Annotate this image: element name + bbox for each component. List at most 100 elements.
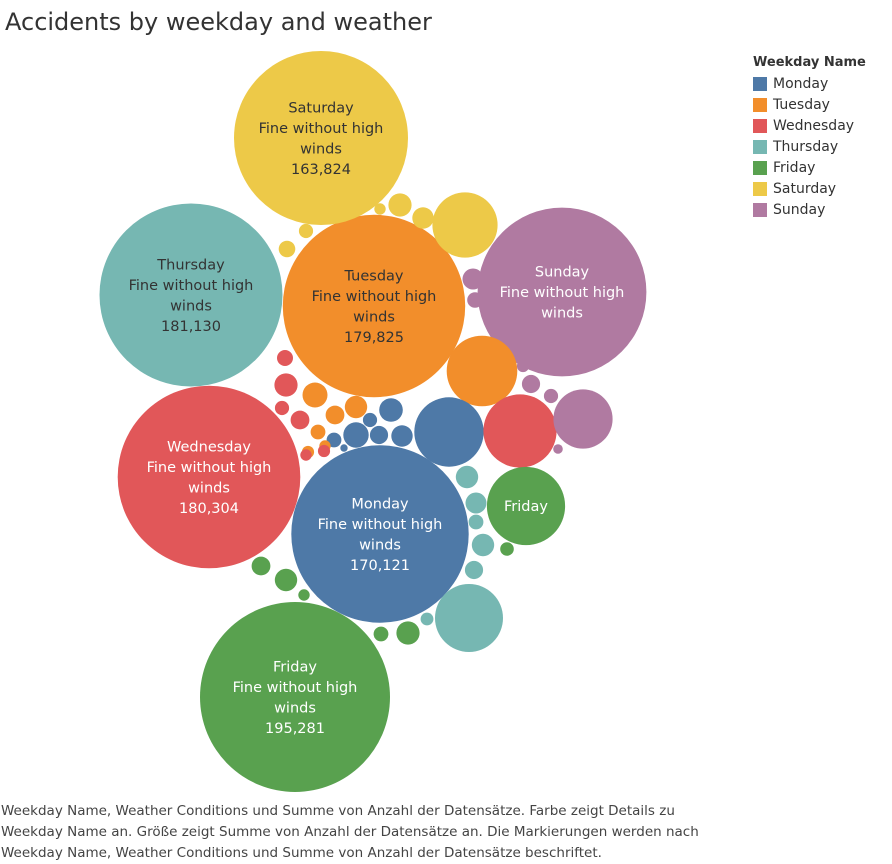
bubble-thursday[interactable] (464, 560, 484, 580)
bubble-tuesday[interactable] (282, 214, 466, 398)
bubble-chart: Friday Fine without high winds 195,281 Thurs… (99, 51, 647, 792)
bubble-friday[interactable] (396, 621, 420, 645)
legend: Weekday Name Monday Tuesday Wednesday Thurs… (753, 55, 866, 220)
bubble-label: 179,825 (344, 330, 404, 346)
bubble-label: winds (274, 700, 316, 716)
legend-items: Monday Tuesday Wednesday Thursday Friday Satu… (753, 73, 866, 220)
legend-swatch (753, 139, 767, 154)
bubble-monday[interactable] (291, 445, 469, 623)
legend-item-sunday[interactable]: Sunday (753, 199, 866, 220)
bubble-wednesday[interactable] (300, 449, 312, 461)
bubble-label: Tuesday (344, 268, 404, 284)
bubble-tuesday[interactable] (302, 382, 328, 408)
legend-item-monday[interactable]: Monday (753, 73, 866, 94)
legend-item-friday[interactable]: Friday (753, 157, 866, 178)
caption-line: Weekday Name an. Größe zeigt Summe von A… (1, 824, 699, 840)
bubble-wednesday[interactable] (274, 373, 298, 397)
bubble-label: Fine without high (318, 517, 443, 533)
caption-line: Weekday Name, Weather Conditions und Sum… (1, 845, 602, 861)
legend-item-tuesday[interactable]: Tuesday (753, 94, 866, 115)
bubble-thursday[interactable] (465, 492, 487, 514)
bubble-wednesday[interactable] (117, 385, 301, 569)
bubble-label: Fine without high (259, 121, 384, 137)
bubble-wednesday[interactable] (483, 394, 557, 468)
bubble-label: Fine without high (312, 289, 437, 305)
bubble-label: Wednesday (167, 439, 251, 455)
legend-label: Wednesday (773, 117, 855, 134)
bubble-wednesday[interactable] (274, 400, 290, 416)
bubble-tuesday[interactable] (310, 424, 326, 440)
bubble-thursday[interactable] (435, 584, 503, 652)
bubble-friday[interactable] (200, 602, 390, 792)
bubble-sunday[interactable] (553, 389, 613, 449)
bubble-label: Fine without high (147, 460, 272, 476)
bubble-label: winds (353, 309, 395, 325)
bubble-thursday[interactable] (99, 203, 283, 387)
chart-title: Accidents by weekday and weather (5, 8, 432, 36)
bubble-friday[interactable] (373, 626, 389, 642)
bubble-monday[interactable] (340, 444, 348, 452)
legend-item-saturday[interactable]: Saturday (753, 178, 866, 199)
bubble-wednesday[interactable] (290, 410, 310, 430)
bubble-label: 163,824 (291, 162, 351, 178)
bubble-saturday[interactable] (298, 223, 314, 239)
legend-label: Friday (773, 159, 816, 176)
bubble-label: winds (300, 141, 342, 157)
bubble-sunday[interactable] (553, 444, 563, 454)
bubble-label: Saturday (288, 100, 354, 116)
bubble-monday[interactable] (362, 412, 378, 428)
bubble-label: 180,304 (179, 501, 239, 517)
legend-swatch (753, 76, 767, 91)
legend-label: Sunday (773, 201, 826, 218)
bubble-monday[interactable] (326, 432, 342, 448)
bubble-thursday[interactable] (468, 514, 484, 530)
bubble-tuesday[interactable] (446, 335, 518, 407)
bubble-label: 170,121 (350, 558, 410, 574)
bubble-monday[interactable] (369, 425, 389, 445)
bubble-label: winds (541, 306, 583, 322)
bubble-friday[interactable] (486, 466, 566, 546)
bubble-label: 181,130 (161, 319, 221, 335)
bubble-monday[interactable] (391, 425, 413, 447)
legend-label: Thursday (773, 138, 839, 155)
bubble-monday[interactable] (379, 398, 403, 422)
bubble-label: 195,281 (265, 721, 325, 737)
bubble-tuesday[interactable] (344, 395, 368, 419)
bubble-sunday[interactable] (462, 268, 484, 290)
bubble-saturday[interactable] (432, 192, 498, 258)
bubble-friday[interactable] (500, 542, 514, 556)
bubble-sunday[interactable] (467, 292, 483, 308)
bubble-label: winds (188, 480, 230, 496)
bubble-monday[interactable] (343, 422, 369, 448)
bubble-label: winds (170, 298, 212, 314)
bubble-sunday[interactable] (543, 388, 559, 404)
bubble-wednesday[interactable] (277, 350, 293, 366)
legend-swatch (753, 202, 767, 217)
bubble-sunday[interactable] (477, 207, 647, 377)
bubble-tuesday[interactable] (325, 405, 345, 425)
bubble-label: Monday (351, 496, 409, 512)
bubble-friday[interactable] (298, 589, 310, 601)
bubble-monday[interactable] (414, 397, 484, 467)
bubble-label: Friday (504, 499, 548, 515)
bubble-sunday[interactable] (521, 374, 541, 394)
legend-label: Monday (773, 75, 829, 92)
bubble-saturday[interactable] (234, 51, 408, 225)
legend-label: Saturday (773, 180, 837, 197)
bubble-label: Fine without high (233, 680, 358, 696)
bubble-saturday[interactable] (412, 207, 434, 229)
bubble-friday[interactable] (274, 568, 298, 592)
bubble-saturday[interactable] (388, 193, 412, 217)
legend-item-thursday[interactable]: Thursday (753, 136, 866, 157)
bubble-saturday[interactable] (278, 240, 296, 258)
bubble-thursday[interactable] (420, 612, 434, 626)
bubble-friday[interactable] (251, 556, 271, 576)
bubble-sunday[interactable] (516, 359, 530, 373)
bubble-wednesday[interactable] (317, 444, 331, 458)
bubble-saturday[interactable] (374, 203, 386, 215)
legend-item-wednesday[interactable]: Wednesday (753, 115, 866, 136)
chart-caption: Weekday Name, Weather Conditions und Sum… (1, 801, 881, 864)
bubble-thursday[interactable] (471, 533, 495, 557)
legend-swatch (753, 97, 767, 112)
bubble-thursday[interactable] (455, 465, 479, 489)
